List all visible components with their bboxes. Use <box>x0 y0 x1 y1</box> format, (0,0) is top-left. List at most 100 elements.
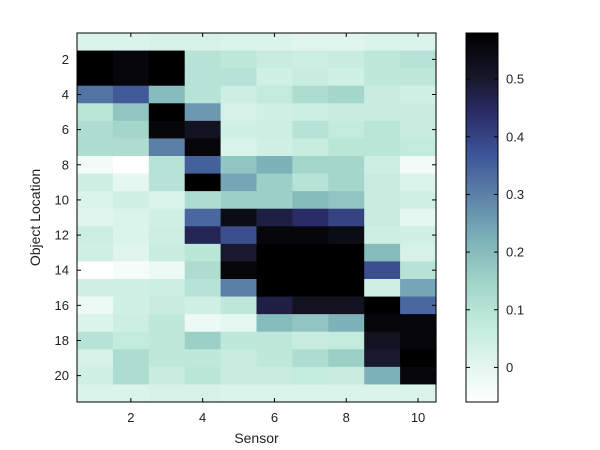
heatmap-cell-r14-c9 <box>364 261 401 280</box>
heatmap-cell-r18-c7 <box>292 331 329 350</box>
heatmap-cell-r10-c10 <box>400 191 437 210</box>
heatmap-cell-r11-c9 <box>364 208 401 227</box>
y-tick-label: 2 <box>62 52 69 67</box>
heatmap-cell-r2-c6 <box>256 50 293 69</box>
heatmap-cell-r16-c3 <box>148 296 186 315</box>
heatmap-cell-r12-c9 <box>364 226 401 245</box>
heatmap-cell-r9-c10 <box>400 173 437 192</box>
heatmap-cell-r19-c5 <box>220 349 258 368</box>
heatmap-cell-r3-c10 <box>400 68 437 87</box>
heatmap-cell-r3-c9 <box>364 68 401 87</box>
heatmap-cell-r4-c10 <box>400 85 437 104</box>
heatmap-cell-r3-c4 <box>184 68 222 87</box>
heatmap-cell-r21-c8 <box>328 384 365 403</box>
heatmap-cell-r16-c5 <box>220 296 258 315</box>
heatmap-cell-r5-c8 <box>328 103 365 122</box>
heatmap-cell-r16-c2 <box>112 296 150 315</box>
heatmap-cell-r2-c8 <box>328 50 365 69</box>
heatmap-cell-r2-c9 <box>364 50 401 69</box>
y-tick-label: 14 <box>55 263 69 278</box>
heatmap-cell-r9-c5 <box>220 173 258 192</box>
heatmap-cell-r17-c10 <box>400 314 437 333</box>
heatmap-cell-r3-c8 <box>328 68 365 87</box>
heatmap-cell-r12-c3 <box>148 226 186 245</box>
x-axis-label: Sensor <box>234 430 279 446</box>
heatmap-cell-r9-c3 <box>148 173 186 192</box>
heatmap-cell-r19-c3 <box>148 349 186 368</box>
heatmap-cell-r13-c10 <box>400 243 437 263</box>
heatmap-cell-r12-c4 <box>184 226 222 245</box>
heatmap-cell-r14-c8 <box>328 261 365 280</box>
heatmap-cell-r16-c1 <box>77 296 114 315</box>
colorbar-tick-label: 0.4 <box>506 129 524 144</box>
heatmap-cell-r21-c1 <box>77 384 114 403</box>
heatmap-cell-r20-c9 <box>364 366 401 386</box>
heatmap-cell-r11-c4 <box>184 208 222 227</box>
heatmap-cell-r4-c3 <box>148 85 186 104</box>
heatmap-cell-r11-c10 <box>400 208 437 227</box>
heatmap-cell-r14-c3 <box>148 261 186 280</box>
heatmap-cell-r14-c7 <box>292 261 329 280</box>
heatmap-cell-r21-c6 <box>256 384 293 403</box>
heatmap-cell-r17-c2 <box>112 314 150 333</box>
colorbar-tick-label: 0.3 <box>506 187 524 202</box>
heatmap-cell-r18-c2 <box>112 331 150 350</box>
heatmap-cell-r15-c4 <box>184 279 222 298</box>
heatmap-cell-r3-c7 <box>292 68 329 87</box>
heatmap-cell-r12-c8 <box>328 226 365 245</box>
heatmap-cell-r7-c7 <box>292 138 329 157</box>
heatmap-cell-r17-c7 <box>292 314 329 333</box>
heatmap-cell-r1-c6 <box>256 33 293 52</box>
heatmap-cell-r5-c1 <box>77 103 114 122</box>
heatmap-cell-r15-c9 <box>364 279 401 298</box>
heatmap-cell-r10-c6 <box>256 191 293 210</box>
heatmap-cell-r11-c6 <box>256 208 293 227</box>
heatmap-cell-r5-c9 <box>364 103 401 122</box>
heatmap-cell-r19-c9 <box>364 349 401 368</box>
heatmap-cell-r8-c8 <box>328 156 365 175</box>
heatmap-cells <box>77 33 437 403</box>
heatmap-cell-r13-c1 <box>77 243 114 263</box>
heatmap-cell-r14-c5 <box>220 261 258 280</box>
y-axis-ticks: 2 4 6 8 10 12 14 16 18 20 <box>55 52 436 383</box>
heatmap-cell-r8-c5 <box>220 156 258 175</box>
heatmap-cell-r14-c10 <box>400 261 437 280</box>
y-tick-label: 12 <box>55 228 69 243</box>
heatmap-cell-r15-c6 <box>256 279 293 298</box>
heatmap-cell-r2-c4 <box>184 50 222 69</box>
heatmap-cell-r2-c7 <box>292 50 329 69</box>
x-tick-label: 10 <box>411 410 425 425</box>
heatmap-cell-r4-c9 <box>364 85 401 104</box>
heatmap-cell-r20-c5 <box>220 366 258 386</box>
heatmap-cell-r19-c7 <box>292 349 329 368</box>
heatmap-cell-r9-c9 <box>364 173 401 192</box>
heatmap-cell-r12-c5 <box>220 226 258 245</box>
heatmap-cell-r6-c8 <box>328 120 365 140</box>
heatmap-cell-r11-c7 <box>292 208 329 227</box>
heatmap-cell-r6-c1 <box>77 120 114 140</box>
heatmap-cell-r7-c8 <box>328 138 365 157</box>
heatmap-cell-r15-c10 <box>400 279 437 298</box>
y-tick-label: 6 <box>62 122 69 137</box>
heatmap-cell-r16-c4 <box>184 296 222 315</box>
heatmap-cell-r2-c2 <box>112 50 150 69</box>
heatmap-cell-r7-c3 <box>148 138 186 157</box>
heatmap-cell-r6-c9 <box>364 120 401 140</box>
heatmap-cell-r21-c7 <box>292 384 329 403</box>
plot-frame <box>76 32 437 403</box>
heatmap-cell-r3-c6 <box>256 68 293 87</box>
heatmap-cell-r7-c5 <box>220 138 258 157</box>
heatmap-cell-r5-c5 <box>220 103 258 122</box>
heatmap-cell-r17-c5 <box>220 314 258 333</box>
heatmap-cell-r1-c2 <box>112 33 150 52</box>
heatmap-cell-r5-c2 <box>112 103 150 122</box>
heatmap-cell-r6-c2 <box>112 120 150 140</box>
y-tick-label: 10 <box>55 192 69 207</box>
x-axis-ticks: 2 4 6 8 10 <box>127 33 425 425</box>
heatmap-cell-r20-c4 <box>184 366 222 386</box>
heatmap-cell-r14-c6 <box>256 261 293 280</box>
heatmap-cell-r2-c1 <box>77 50 114 69</box>
heatmap-cell-r13-c9 <box>364 243 401 263</box>
heatmap-cell-r17-c6 <box>256 314 293 333</box>
